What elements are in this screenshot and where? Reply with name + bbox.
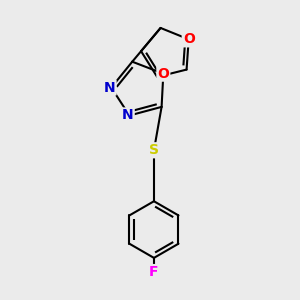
Text: F: F <box>149 265 159 279</box>
Text: O: O <box>183 32 195 46</box>
Text: O: O <box>158 67 169 81</box>
Text: N: N <box>104 81 116 94</box>
Text: S: S <box>149 143 159 157</box>
Text: N: N <box>122 109 134 122</box>
